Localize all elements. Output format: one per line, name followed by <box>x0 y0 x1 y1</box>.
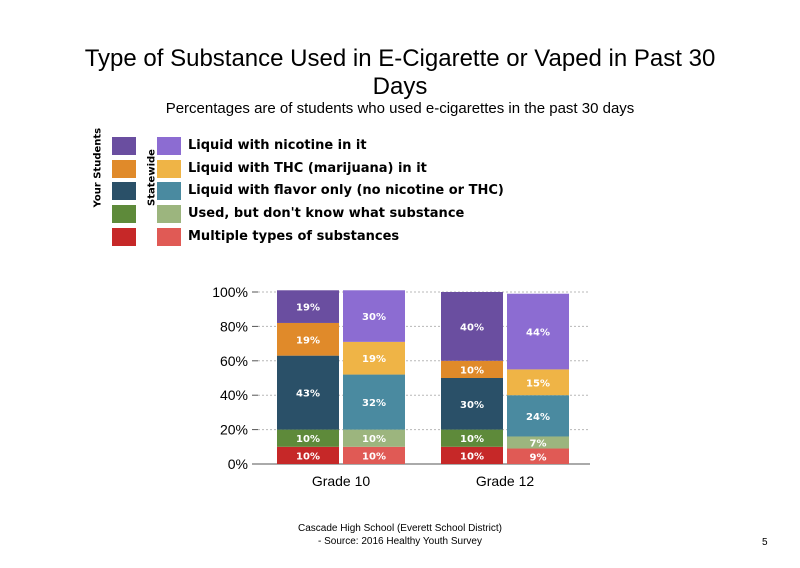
legend-swatch-statewide <box>157 160 181 178</box>
data-label: 10% <box>460 365 484 376</box>
bar-segment <box>507 395 569 437</box>
legend-swatch-your-students <box>112 182 136 200</box>
chart-title: Type of Substance Used in E-Cigarette or… <box>84 45 716 100</box>
legend-swatch-statewide <box>157 182 181 200</box>
bar-segment <box>343 446 405 464</box>
legend-item-label: Used, but don't know what substance <box>188 206 465 221</box>
data-label: 15% <box>526 378 550 389</box>
data-label: 9% <box>530 452 547 463</box>
bar-segment <box>441 446 503 464</box>
legend-swatch-statewide <box>157 228 181 246</box>
data-label: 43% <box>296 389 320 400</box>
data-label: 19% <box>362 354 386 365</box>
bar-segment <box>507 369 569 396</box>
bar-segment <box>441 378 503 430</box>
data-label: 30% <box>460 400 484 411</box>
legend-item-label: Multiple types of substances <box>188 229 400 244</box>
legend-item: Used, but don't know what substance <box>112 205 532 225</box>
bar-segment <box>343 374 405 430</box>
legend-item: Liquid with nicotine in it <box>112 137 532 157</box>
data-label: 10% <box>460 434 484 445</box>
data-label: 44% <box>526 328 550 339</box>
bar-segment <box>441 292 503 361</box>
data-label: 7% <box>530 439 547 450</box>
page-number: 5 <box>762 537 768 548</box>
legend-swatch-your-students <box>112 137 136 155</box>
y-tick-label: 80% <box>220 318 248 334</box>
bar-segment <box>277 322 339 356</box>
legend-swatch-your-students <box>112 205 136 223</box>
legend: Your Students Statewide Liquid with nico… <box>0 0 800 260</box>
bar-segment <box>277 429 339 447</box>
data-label: 10% <box>362 451 386 462</box>
legend-item: Multiple types of substances <box>112 228 532 248</box>
data-label: 10% <box>460 451 484 462</box>
legend-swatch-your-students <box>112 160 136 178</box>
y-tick-label: 0% <box>228 456 248 472</box>
data-label: 19% <box>296 335 320 346</box>
x-category-label: Grade 12 <box>476 473 535 489</box>
data-label: 32% <box>362 398 386 409</box>
bar-segment <box>507 436 569 449</box>
legend-item-label: Liquid with flavor only (no nicotine or … <box>188 183 504 198</box>
bar-segment <box>343 341 405 375</box>
data-label: 10% <box>296 451 320 462</box>
legend-swatch-statewide <box>157 137 181 155</box>
bar-segment <box>441 360 503 378</box>
bar-segment <box>277 290 339 323</box>
legend-swatch-your-students <box>112 228 136 246</box>
legend-item-label: Liquid with nicotine in it <box>188 138 367 153</box>
x-category-label: Grade 10 <box>312 473 371 489</box>
footer-source: - Source: 2016 Healthy Youth Survey <box>318 536 482 547</box>
data-label: 40% <box>460 322 484 333</box>
y-tick-label: 20% <box>220 422 248 438</box>
bar-segment <box>507 293 569 370</box>
y-tick-label: 40% <box>220 387 248 403</box>
y-tick-label: 60% <box>220 353 248 369</box>
bar-segment <box>343 429 405 447</box>
legend-item-label: Liquid with THC (marijuana) in it <box>188 161 427 176</box>
footer-school: Cascade High School (Everett School Dist… <box>298 523 502 534</box>
y-tick-label: 100% <box>212 284 248 300</box>
bar-segment <box>507 448 569 464</box>
bar-segment <box>277 446 339 464</box>
data-label: 10% <box>362 434 386 445</box>
footer: Cascade High School (Everett School Dist… <box>200 522 600 548</box>
data-label: 19% <box>296 303 320 314</box>
legend-swatch-statewide <box>157 205 181 223</box>
data-label: 24% <box>526 412 550 423</box>
legend-item: Liquid with THC (marijuana) in it <box>112 160 532 180</box>
bar-segment <box>441 429 503 447</box>
chart-subtitle: Percentages are of students who used e-c… <box>165 100 635 117</box>
data-label: 10% <box>296 434 320 445</box>
legend-item: Liquid with flavor only (no nicotine or … <box>112 182 532 202</box>
data-label: 30% <box>362 312 386 323</box>
bar-segment <box>343 290 405 342</box>
bar-segment <box>277 355 339 430</box>
